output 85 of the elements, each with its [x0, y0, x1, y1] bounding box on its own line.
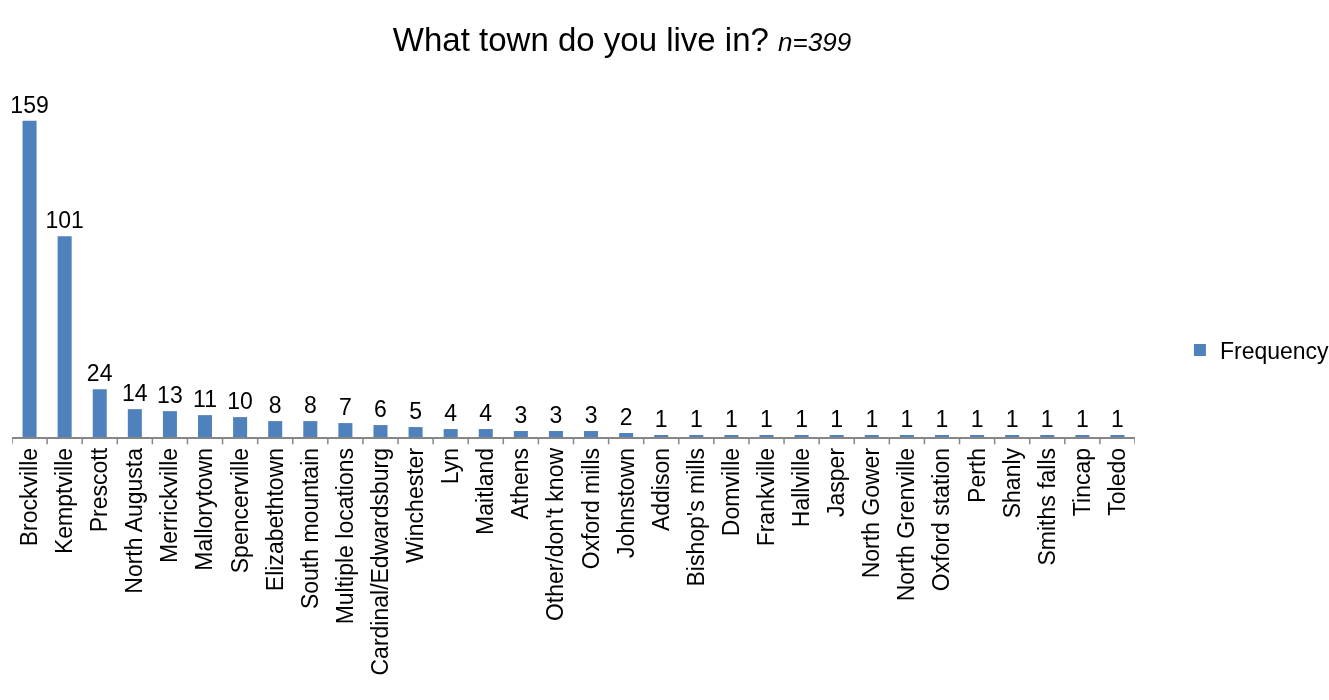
data-label: 6 — [374, 396, 387, 423]
bar — [584, 431, 599, 437]
data-label: 1 — [1040, 406, 1054, 432]
x-tick-label: Johnstown — [612, 447, 639, 558]
bar — [619, 433, 634, 437]
bar — [92, 389, 107, 437]
x-tick-label: Spencerville — [226, 447, 253, 574]
data-label: 1 — [935, 406, 949, 432]
x-tick-label: Oxford station — [928, 447, 955, 592]
data-label: 7 — [338, 394, 352, 421]
data-label: 3 — [584, 402, 598, 429]
data-label: 13 — [157, 382, 183, 409]
x-tick-label: Other/don't know — [542, 447, 569, 622]
x-tick-label: Multiple locations — [331, 447, 358, 625]
x-tick-label: Cardinal/Edwardsburg — [366, 447, 393, 676]
data-label: 3 — [549, 402, 563, 429]
data-label: 1 — [760, 406, 773, 432]
data-label: 1 — [1005, 406, 1019, 432]
bar — [408, 427, 423, 437]
x-tick-label: Prescott — [86, 447, 113, 533]
data-label: 1 — [1075, 406, 1089, 432]
bar — [268, 421, 283, 437]
data-label: 1 — [654, 406, 668, 432]
data-label: 1 — [725, 406, 738, 432]
x-tick-label: Oxford mills — [577, 447, 604, 570]
x-tick-label: Hallville — [788, 447, 815, 528]
data-label: 24 — [86, 360, 113, 387]
bar — [373, 425, 388, 437]
bar — [443, 429, 458, 437]
x-tick-label: Toledo — [1103, 447, 1130, 516]
bar — [303, 421, 318, 437]
data-label: 1 — [795, 406, 809, 432]
data-label: 3 — [514, 402, 528, 429]
data-label: 1 — [865, 406, 879, 432]
data-label: 14 — [121, 380, 148, 407]
x-tick-label: North Augusta — [121, 447, 148, 594]
chart-subtitle: n=399 — [778, 27, 852, 58]
data-label: 1 — [1111, 406, 1124, 432]
x-tick-label: North Grenville — [893, 447, 920, 602]
x-tick-label: Frankville — [752, 447, 779, 547]
bar — [338, 423, 353, 437]
x-tick-label: Addison — [647, 447, 674, 532]
data-label: 8 — [268, 392, 282, 419]
bar — [22, 120, 37, 437]
x-tick-label: Bishop's mills — [682, 447, 709, 587]
bar — [162, 411, 177, 437]
x-tick-label: Winchester — [402, 447, 429, 563]
x-tick-label: Kemptville — [51, 447, 78, 555]
x-tick-label: Maitland — [472, 447, 499, 535]
x-tick-label: South mountain — [296, 447, 323, 610]
data-label: 11 — [193, 386, 217, 413]
data-label: 1 — [689, 406, 703, 432]
x-tick-label: Elizabethtown — [261, 447, 288, 592]
x-tick-label: Domville — [717, 447, 744, 537]
x-tick-label: Tincap — [1068, 447, 1095, 517]
bar — [198, 415, 213, 437]
x-tick-label: Merrickville — [156, 447, 183, 563]
x-tick-label: Perth — [963, 447, 990, 503]
chart-title: What town do you live in? — [392, 21, 769, 59]
bar — [57, 236, 72, 437]
data-label: 8 — [303, 392, 317, 419]
x-tick-label: Smiths falls — [1033, 447, 1060, 566]
data-label: 4 — [479, 400, 493, 427]
bar — [513, 431, 528, 437]
x-tick-label: North Gower — [858, 447, 885, 579]
data-label: 1 — [900, 406, 914, 432]
data-label: 159 — [10, 91, 49, 118]
x-tick-label: Jasper — [823, 447, 850, 517]
bar — [127, 409, 142, 437]
data-label: 1 — [830, 406, 844, 432]
x-tick-label: Shanly — [998, 447, 1025, 519]
x-tick-label: Lyn — [437, 447, 464, 485]
x-tick-label: Brockville — [16, 447, 43, 547]
bar — [548, 431, 563, 437]
bar — [233, 417, 248, 437]
data-label: 10 — [227, 388, 253, 415]
data-label: 4 — [444, 400, 458, 427]
bar — [478, 429, 493, 437]
data-label: 101 — [45, 207, 84, 234]
data-label: 5 — [409, 398, 422, 425]
data-label: 1 — [970, 406, 984, 432]
x-tick-label: Athens — [507, 447, 534, 520]
x-tick-label: Mallorytown — [191, 447, 218, 571]
legend-label: Frequency — [1219, 337, 1329, 364]
data-label: 2 — [619, 404, 633, 431]
